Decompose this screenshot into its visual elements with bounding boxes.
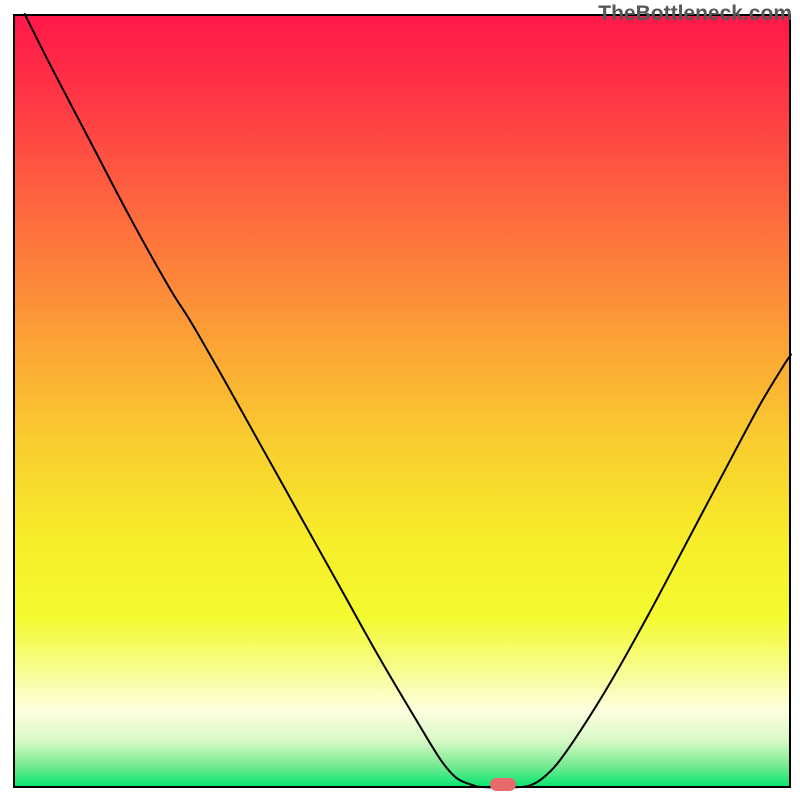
gradient-background (13, 14, 791, 788)
chart-container: TheBottleneck.com (0, 0, 800, 800)
optimal-point-marker (490, 778, 516, 791)
chart-svg (0, 0, 800, 800)
watermark-text: TheBottleneck.com (598, 2, 792, 26)
